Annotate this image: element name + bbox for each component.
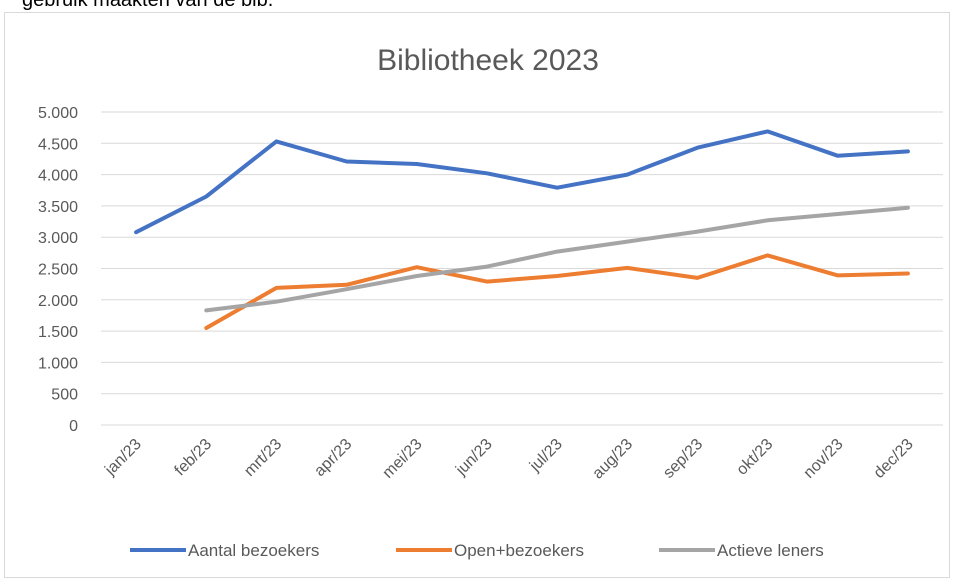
y-tick-label: 0 xyxy=(69,418,78,435)
legend-label: Aantal bezoekers xyxy=(188,541,319,560)
x-tick-label: okt/23 xyxy=(734,436,777,479)
x-axis-ticks: jan/23 feb/23 mrt/23 apr/23 mei/23 jun/23 jul/… xyxy=(101,436,916,483)
y-tick-label: 3.500 xyxy=(38,199,78,216)
legend: Aantal bezoekers Open+bezoekers Actieve le… xyxy=(130,541,824,560)
caption-text: gebruik maakten van de bib. xyxy=(22,0,274,11)
x-tick-label: dec/23 xyxy=(871,436,917,482)
series-line xyxy=(204,205,910,313)
x-tick-label: sep/23 xyxy=(660,436,706,482)
x-tick-label: jun/23 xyxy=(452,436,496,480)
legend-label: Actieve leners xyxy=(717,541,824,560)
x-tick-label: apr/23 xyxy=(311,436,355,480)
y-tick-label: 3.000 xyxy=(38,230,78,247)
x-tick-label: mei/23 xyxy=(380,436,426,482)
series-lines xyxy=(134,129,910,330)
series-line xyxy=(134,129,910,235)
y-tick-label: 1.000 xyxy=(38,355,78,372)
x-tick-label: jan/23 xyxy=(101,436,145,480)
y-tick-label: 4.000 xyxy=(38,168,78,185)
chart-area: Bibliotheek 2023 0 500 1.000 1.500 2.000 2.50… xyxy=(4,12,950,578)
y-tick-label: 4.500 xyxy=(38,136,78,153)
x-tick-label: aug/23 xyxy=(589,436,636,483)
legend-label: Open+bezoekers xyxy=(454,541,584,560)
y-tick-label: 2.500 xyxy=(38,262,78,279)
y-tick-label: 1.500 xyxy=(38,324,78,341)
y-tick-label: 500 xyxy=(51,387,78,404)
y-axis-ticks: 0 500 1.000 1.500 2.000 2.500 3.000 3.500 4.000 4… xyxy=(38,105,78,435)
y-tick-label: 2.000 xyxy=(38,293,78,310)
y-tick-label: 5.000 xyxy=(38,105,78,122)
x-tick-label: feb/23 xyxy=(172,436,216,480)
series-line xyxy=(204,253,910,330)
x-tick-label: nov/23 xyxy=(801,436,847,482)
x-tick-label: jul/23 xyxy=(526,436,566,476)
line-chart: Bibliotheek 2023 0 500 1.000 1.500 2.000 2.50… xyxy=(38,44,943,560)
chart-title: Bibliotheek 2023 xyxy=(377,44,599,77)
x-tick-label: mrt/23 xyxy=(241,436,285,480)
